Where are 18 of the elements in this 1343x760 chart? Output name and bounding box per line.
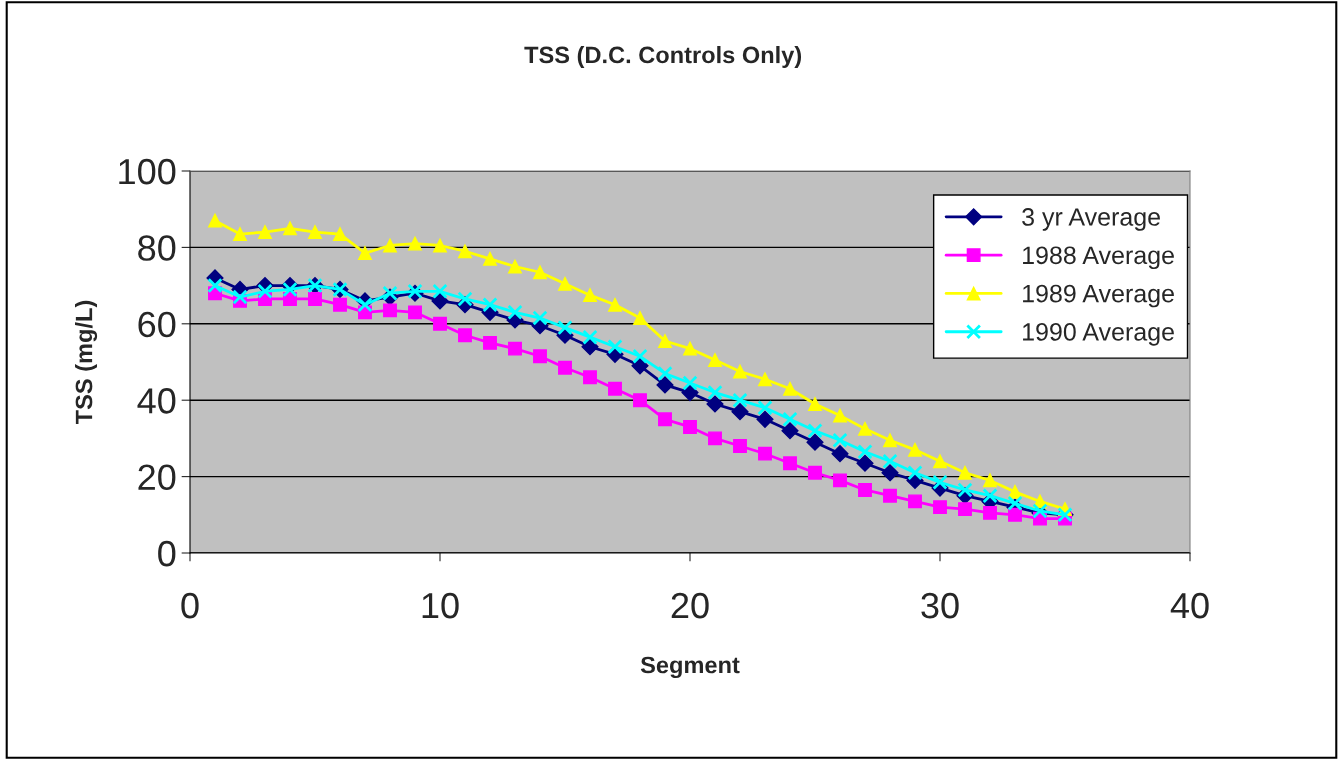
legend-label: 1990 Average [1023,323,1174,346]
y-tick-label: 40 [137,388,176,414]
legend-label: 3 yr Average [1022,208,1160,231]
y-tick-label: 80 [138,235,176,261]
x-axis-title: Segment [640,656,740,679]
legend-label: 1988 Average [1023,246,1174,270]
y-tick-label: 60 [138,311,176,338]
x-tick-label: 0 [181,592,199,619]
legend-label: 1989 Average [1023,284,1174,308]
x-tick-label: 40 [1170,592,1209,619]
y-tick-label: 100 [119,158,176,185]
chart-title: TSS (D.C. Controls Only) [524,46,802,68]
x-tick-label: 10 [422,592,459,619]
x-tick-label: 20 [671,592,709,619]
y-tick-label: 20 [138,464,176,491]
x-tick-label: 30 [921,592,959,619]
y-tick-label: 0 [158,540,176,567]
y-axis-title: TSS (mg/L) [75,300,98,425]
